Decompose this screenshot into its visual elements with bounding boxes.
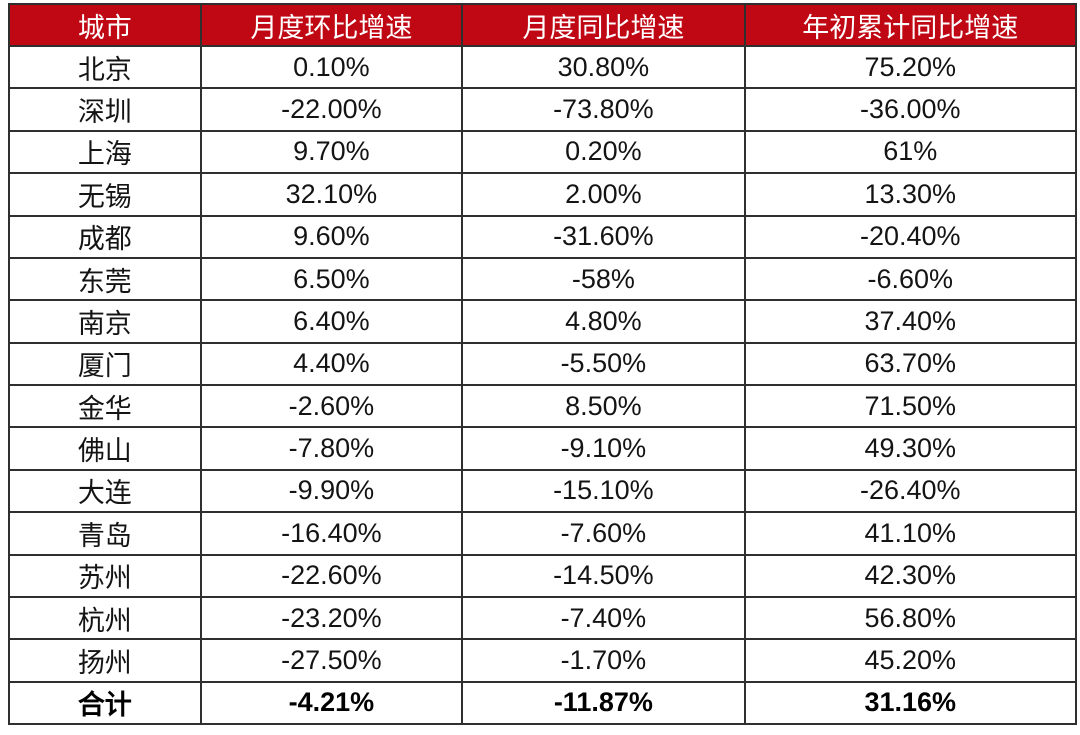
city-growth-table: 城市 月度环比增速 月度同比增速 年初累计同比增速 北京 0.10% 30.80% 7…	[8, 3, 1078, 726]
value-cell: -7.40%	[461, 595, 746, 641]
value-cell: 8.50%	[461, 383, 746, 429]
table-row: 上海 9.70% 0.20% 61%	[8, 129, 1078, 175]
city-cell: 金华	[8, 383, 202, 429]
value-cell: 32.10%	[199, 172, 464, 217]
city-cell: 佛山	[8, 426, 202, 471]
value-cell: -73.80%	[461, 87, 746, 132]
city-cell: 苏州	[8, 553, 202, 598]
city-cell: 无锡	[8, 172, 202, 217]
value-cell: 61%	[743, 129, 1078, 175]
table-row: 佛山 -7.80% -9.10% 49.30%	[8, 426, 1078, 471]
value-cell: -58%	[461, 256, 746, 302]
city-cell: 东莞	[8, 256, 202, 302]
value-cell: 0.20%	[461, 129, 746, 175]
table-row: 厦门 4.40% -5.50% 63.70%	[8, 341, 1078, 387]
table-body: 北京 0.10% 30.80% 75.20% 深圳 -22.00% -73.80% -36.0…	[8, 44, 1078, 726]
value-cell: 42.30%	[743, 553, 1078, 598]
value-cell: -2.60%	[199, 383, 464, 429]
table-row: 苏州 -22.60% -14.50% 42.30%	[8, 553, 1078, 598]
value-cell: -22.00%	[199, 87, 464, 132]
city-cell: 杭州	[8, 595, 202, 641]
value-cell: 56.80%	[743, 595, 1078, 641]
value-cell: 75.20%	[743, 44, 1078, 90]
value-cell: 2.00%	[461, 172, 746, 217]
value-cell: 71.50%	[743, 383, 1078, 429]
value-cell: -9.10%	[461, 426, 746, 471]
city-cell: 合计	[8, 680, 202, 726]
table-row: 东莞 6.50% -58% -6.60%	[8, 256, 1078, 302]
city-cell: 青岛	[8, 511, 202, 556]
value-cell: 6.50%	[199, 256, 464, 302]
city-cell: 南京	[8, 299, 202, 344]
value-cell: -22.60%	[199, 553, 464, 598]
value-cell: 37.40%	[743, 299, 1078, 344]
table-row: 金华 -2.60% 8.50% 71.50%	[8, 383, 1078, 429]
table-row: 杭州 -23.20% -7.40% 56.80%	[8, 595, 1078, 641]
city-cell: 大连	[8, 468, 202, 514]
value-cell: 63.70%	[743, 341, 1078, 387]
value-cell: -20.40%	[743, 214, 1078, 259]
value-cell: -1.70%	[461, 638, 746, 683]
value-cell: 0.10%	[199, 44, 464, 90]
value-cell: 13.30%	[743, 172, 1078, 217]
header-row: 城市 月度环比增速 月度同比增速 年初累计同比增速	[8, 3, 1078, 47]
table-row: 无锡 32.10% 2.00% 13.30%	[8, 172, 1078, 217]
value-cell: 41.10%	[743, 511, 1078, 556]
value-cell: -15.10%	[461, 468, 746, 514]
city-cell: 成都	[8, 214, 202, 259]
table-row: 大连 -9.90% -15.10% -26.40%	[8, 468, 1078, 514]
value-cell: 4.80%	[461, 299, 746, 344]
value-cell: 4.40%	[199, 341, 464, 387]
value-cell: -11.87%	[461, 680, 746, 726]
value-cell: 30.80%	[461, 44, 746, 90]
value-cell: 49.30%	[743, 426, 1078, 471]
header-cell-city: 城市	[8, 3, 202, 47]
total-row: 合计 -4.21% -11.87% 31.16%	[8, 680, 1078, 726]
value-cell: 9.70%	[199, 129, 464, 175]
table-row: 南京 6.40% 4.80% 37.40%	[8, 299, 1078, 344]
value-cell: 6.40%	[199, 299, 464, 344]
city-cell: 上海	[8, 129, 202, 175]
city-cell: 扬州	[8, 638, 202, 683]
table-row: 成都 9.60% -31.60% -20.40%	[8, 214, 1078, 259]
value-cell: -7.80%	[199, 426, 464, 471]
city-growth-table-container: 城市 月度环比增速 月度同比增速 年初累计同比增速 北京 0.10% 30.80% 7…	[8, 3, 1078, 726]
value-cell: -9.90%	[199, 468, 464, 514]
header-cell-ytd-yoy-growth: 年初累计同比增速	[743, 3, 1078, 47]
header-cell-mom-growth: 月度环比增速	[199, 3, 464, 47]
value-cell: -27.50%	[199, 638, 464, 683]
table-row: 北京 0.10% 30.80% 75.20%	[8, 44, 1078, 90]
value-cell: -16.40%	[199, 511, 464, 556]
value-cell: -7.60%	[461, 511, 746, 556]
value-cell: 31.16%	[743, 680, 1078, 726]
value-cell: -31.60%	[461, 214, 746, 259]
table-header: 城市 月度环比增速 月度同比增速 年初累计同比增速	[8, 3, 1078, 47]
value-cell: -23.20%	[199, 595, 464, 641]
table-row: 深圳 -22.00% -73.80% -36.00%	[8, 87, 1078, 132]
header-cell-yoy-growth: 月度同比增速	[461, 3, 746, 47]
value-cell: 9.60%	[199, 214, 464, 259]
table-row: 扬州 -27.50% -1.70% 45.20%	[8, 638, 1078, 683]
value-cell: -6.60%	[743, 256, 1078, 302]
city-cell: 深圳	[8, 87, 202, 132]
value-cell: -26.40%	[743, 468, 1078, 514]
value-cell: 45.20%	[743, 638, 1078, 683]
value-cell: -36.00%	[743, 87, 1078, 132]
city-cell: 北京	[8, 44, 202, 90]
city-cell: 厦门	[8, 341, 202, 387]
value-cell: -4.21%	[199, 680, 464, 726]
value-cell: -14.50%	[461, 553, 746, 598]
table-row: 青岛 -16.40% -7.60% 41.10%	[8, 511, 1078, 556]
value-cell: -5.50%	[461, 341, 746, 387]
